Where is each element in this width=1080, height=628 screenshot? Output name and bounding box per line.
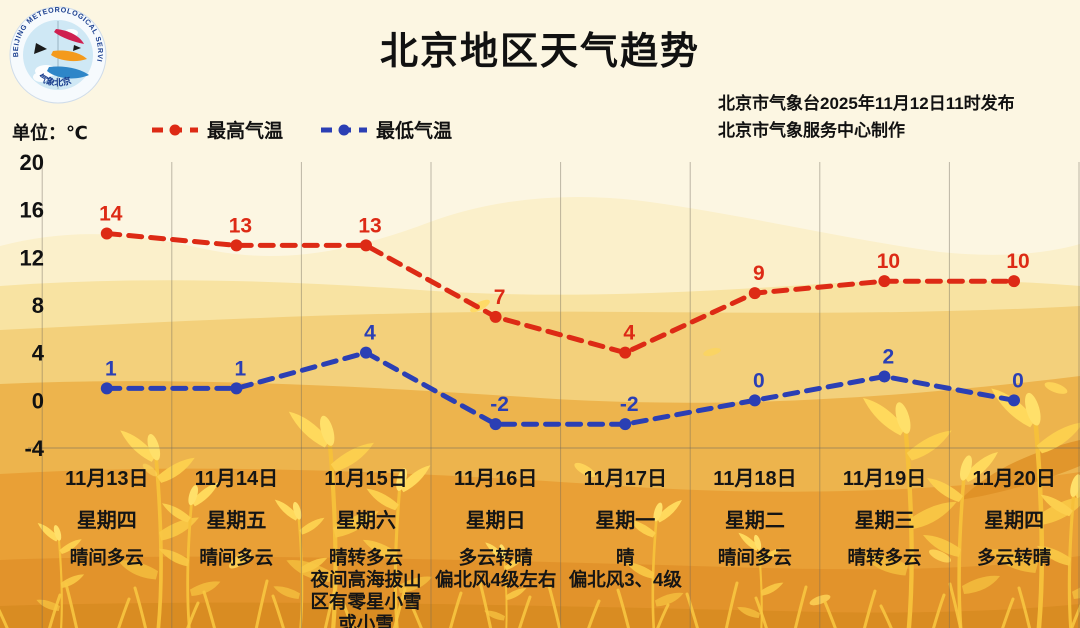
svg-text:12: 12 <box>20 245 44 270</box>
forecast-weekday: 星期一 <box>595 510 656 532</box>
forecast-weekday: 星期四 <box>76 510 137 532</box>
forecast-weekday: 星期日 <box>465 510 526 532</box>
forecast-date: 11月15日 <box>324 468 408 490</box>
data-point-label: 2 <box>883 346 895 369</box>
unit-label: 单位：℃ <box>12 123 88 143</box>
data-point <box>360 346 372 359</box>
data-point-label: 13 <box>358 214 381 237</box>
legend-label: 最高气温 <box>207 121 284 142</box>
forecast-weather-line: 晴 <box>616 547 635 568</box>
data-point <box>748 394 761 407</box>
forecast-weather-line: 晴间多云 <box>717 547 792 568</box>
forecast-column: 11月15日 星期六晴转多云 夜间高海拔山 区有零星小雪 或小雪 <box>301 462 431 628</box>
svg-text:16: 16 <box>20 198 44 223</box>
forecast-date: 11月20日 <box>972 468 1056 490</box>
forecast-weather-line: 晴间多云 <box>199 547 274 568</box>
forecast-column: 11月18日 星期二晴间多云 <box>690 462 820 628</box>
data-point <box>619 346 632 359</box>
data-point-label: 1 <box>105 357 117 380</box>
legend-label: 最低气温 <box>376 121 453 142</box>
data-point <box>230 382 243 395</box>
forecast-columns: 11月13日 星期四 晴间多云 11月14日 星期五 晴间多云 11月15日 星期六 晴转多云夜… <box>42 462 1079 628</box>
forecast-column: 11月17日 星期一晴偏北风3、4级 <box>561 462 691 628</box>
forecast-weekday: 星期三 <box>854 510 915 532</box>
data-point-label: 0 <box>1012 369 1024 392</box>
data-point <box>100 227 113 240</box>
forecast-column: 11月14日 星期五晴间多云 <box>172 462 302 628</box>
data-point <box>619 418 632 431</box>
data-point <box>878 275 891 288</box>
data-point <box>1008 394 1020 407</box>
forecast-weather-line: 晴转多云 <box>329 547 404 568</box>
data-point <box>878 370 891 383</box>
forecast-column: 11月19日 星期三晴转多云 <box>820 462 950 628</box>
data-point-label: 4 <box>364 322 376 345</box>
chart-legend: 最高气温 最低气温 <box>150 116 452 143</box>
data-point <box>489 310 502 323</box>
data-point <box>748 287 761 300</box>
data-point-label: 9 <box>753 262 765 285</box>
data-point <box>360 239 372 252</box>
forecast-weather-line: 晴间多云 <box>69 547 144 568</box>
data-point <box>230 239 243 252</box>
forecast-date: 11月17日 <box>583 468 667 490</box>
data-point-label: 10 <box>877 250 900 273</box>
forecast-weather-line: 晴转多云 <box>847 547 922 568</box>
forecast-weekday: 星期四 <box>984 510 1045 532</box>
legend-item-low: 最低气温 <box>319 116 452 143</box>
series-low-temp: 1 1 4 -2 -2 0 2 0 <box>100 322 1024 431</box>
meteorological-service-logo: BEIJING METEOROLOGICAL SERVICE 气象北京 <box>8 5 107 104</box>
data-point <box>489 418 502 431</box>
data-point-label: 4 <box>623 322 635 345</box>
forecast-date: 11月19日 <box>842 468 927 490</box>
data-point <box>100 382 113 395</box>
data-point <box>1008 275 1020 288</box>
data-point-label: 13 <box>229 214 252 237</box>
forecast-date: 11月14日 <box>194 468 279 490</box>
forecast-weather-line: 多云转晴 <box>977 547 1052 568</box>
forecast-date: 11月18日 <box>713 468 797 490</box>
data-point-label: 7 <box>494 286 506 309</box>
data-point-label: 0 <box>753 369 765 392</box>
forecast-column: 11月16日 星期日多云转晴 偏北风4级左右 <box>431 462 561 628</box>
legend-item-high: 最高气温 <box>150 116 283 143</box>
forecast-weather-line: 多云转晴 <box>458 547 533 568</box>
forecast-column: 11月13日 星期四晴间多云 <box>42 462 172 628</box>
forecast-date: 11月16日 <box>453 468 538 490</box>
forecast-weather-line: 偏北风3、4级 <box>568 569 682 590</box>
svg-text:8: 8 <box>32 293 44 318</box>
data-point-label: 14 <box>99 203 123 226</box>
forecast-weekday: 星期六 <box>336 510 397 532</box>
publisher-line-1: 北京市气象台2025年11月12日11时发布 <box>718 94 1015 113</box>
series-high-temp: 14 13 13 7 4 9 10 10 <box>99 203 1030 359</box>
legend-line-swatch <box>152 124 198 135</box>
forecast-weather-line: 夜间高海拔山 <box>310 569 422 590</box>
forecast-weather-line: 或小雪 <box>338 613 394 628</box>
page-title: 北京地区天气趋势 <box>379 31 700 73</box>
data-point-label: -2 <box>490 393 509 416</box>
y-axis-ticks: 20 16 12 8 4 0 -4 <box>20 150 45 461</box>
publisher-info: 北京市气象台2025年11月12日11时发布 北京市气象服务中心制作 <box>718 90 1015 144</box>
forecast-weekday: 星期二 <box>724 510 785 532</box>
data-point-label: 1 <box>235 357 247 380</box>
svg-text:0: 0 <box>32 388 44 413</box>
forecast-weekday: 星期五 <box>206 510 267 532</box>
data-point-label: -2 <box>620 393 639 416</box>
svg-text:4: 4 <box>32 341 45 366</box>
data-point-label: 10 <box>1006 250 1029 273</box>
forecast-weather-line: 偏北风4级左右 <box>435 569 557 590</box>
forecast-weather-line: 区有零星小雪 <box>310 591 422 612</box>
forecast-column: 11月20日 星期四多云转晴 <box>949 462 1079 628</box>
svg-text:-4: -4 <box>24 436 44 461</box>
publisher-line-2: 北京市气象服务中心制作 <box>718 121 905 140</box>
forecast-date: 11月13日 <box>65 468 149 490</box>
grid-lines <box>28 162 1080 628</box>
legend-line-swatch <box>321 124 368 135</box>
svg-text:20: 20 <box>20 150 44 175</box>
